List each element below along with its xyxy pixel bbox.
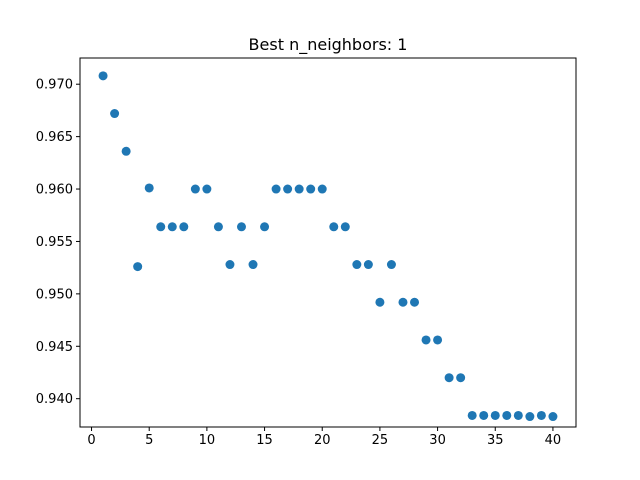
data-point <box>236 222 246 232</box>
data-point <box>294 184 304 194</box>
x-tick-label: 35 <box>487 433 504 448</box>
data-point <box>502 410 512 420</box>
data-point <box>375 297 385 307</box>
data-point <box>548 412 558 422</box>
data-point <box>260 222 270 232</box>
data-point <box>110 109 120 119</box>
x-tick-label: 15 <box>256 433 273 448</box>
x-tick-label: 25 <box>372 433 389 448</box>
data-point <box>363 260 373 270</box>
x-tick-label: 30 <box>429 433 446 448</box>
x-tick-label: 10 <box>199 433 216 448</box>
data-point <box>329 222 339 232</box>
plot-frame <box>79 57 577 428</box>
data-point <box>202 184 212 194</box>
y-tick-label: 0.960 <box>36 183 73 198</box>
data-point <box>456 373 466 383</box>
data-point <box>213 222 223 232</box>
data-point <box>271 184 281 194</box>
y-tick-label: 0.940 <box>36 392 73 407</box>
data-point <box>306 184 316 194</box>
data-point <box>398 297 408 307</box>
data-point <box>433 335 443 345</box>
data-point <box>479 410 489 420</box>
data-point <box>133 262 143 272</box>
y-tick-label: 0.945 <box>36 340 73 355</box>
data-point <box>167 222 177 232</box>
y-tick-label: 0.970 <box>36 78 73 93</box>
data-point <box>98 71 108 81</box>
y-tick-label: 0.965 <box>36 130 73 145</box>
data-point <box>248 260 258 270</box>
data-point <box>490 410 500 420</box>
data-point <box>179 222 189 232</box>
data-point <box>283 184 293 194</box>
axis-ticks: 0 5 10 15 20 25 30 35 40 0.940 0.945 0.950 0.955 0.96… <box>36 78 561 448</box>
data-point <box>190 184 200 194</box>
x-tick-label: 40 <box>545 433 562 448</box>
data-point <box>536 410 546 420</box>
data-point <box>467 410 477 420</box>
y-tick-label: 0.950 <box>36 287 73 302</box>
data-points <box>98 71 558 422</box>
data-point <box>352 260 362 270</box>
data-point <box>444 373 454 383</box>
x-tick-label: 0 <box>87 433 95 448</box>
data-point <box>513 410 523 420</box>
y-tick-label: 0.955 <box>36 235 73 250</box>
data-point <box>121 146 131 156</box>
x-tick-label: 5 <box>145 433 153 448</box>
data-point <box>144 183 154 193</box>
data-point <box>410 297 420 307</box>
data-point <box>156 222 166 232</box>
data-point <box>386 260 396 270</box>
data-point <box>525 412 535 422</box>
chart-title: Best n_neighbors: 1 <box>249 35 408 55</box>
data-point <box>340 222 350 232</box>
data-point <box>421 335 431 345</box>
data-point <box>317 184 327 194</box>
x-tick-label: 20 <box>314 433 331 448</box>
data-point <box>225 260 235 270</box>
